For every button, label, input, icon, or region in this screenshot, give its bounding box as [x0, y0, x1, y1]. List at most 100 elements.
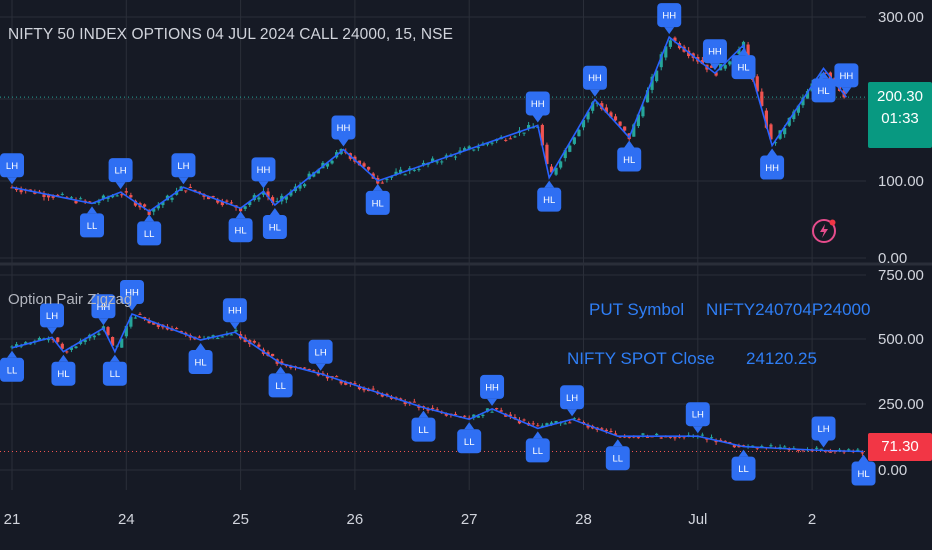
candle-body — [106, 327, 110, 336]
candle-body — [152, 321, 156, 325]
candle-body — [380, 182, 384, 184]
lightning-alert-icon[interactable] — [809, 216, 839, 246]
candle-body — [271, 197, 275, 203]
candle-body — [490, 142, 494, 144]
candle-body — [746, 44, 750, 60]
candle-body — [339, 380, 343, 384]
pivot-marker-label: LH — [46, 311, 58, 322]
candle-body — [129, 195, 133, 198]
pivot-marker: HH — [331, 115, 356, 147]
candle-body — [362, 163, 366, 167]
pivot-marker-label: LL — [464, 437, 475, 448]
candle-body — [184, 190, 188, 192]
pivot-marker-box — [40, 303, 65, 328]
candle-body — [577, 129, 581, 137]
candle-body — [741, 445, 746, 447]
candle-body — [239, 208, 243, 212]
candle-body — [577, 419, 581, 421]
pivot-marker-pointer — [532, 115, 543, 123]
pivot-marker-box — [851, 461, 876, 486]
candle-body — [554, 167, 558, 175]
pivot-marker: LL — [457, 422, 482, 454]
candle-body — [714, 72, 718, 76]
candle-body — [476, 416, 480, 418]
pivot-marker: HH — [222, 298, 247, 330]
pivot-marker-pointer — [87, 206, 98, 214]
candle-body — [463, 148, 467, 152]
pivot-marker-box — [702, 39, 727, 64]
candle-body — [700, 60, 704, 65]
pivot-marker: HL — [365, 183, 390, 215]
candle-body — [229, 334, 234, 336]
candle-body — [216, 199, 220, 203]
candle-body — [56, 337, 60, 342]
candle-body — [856, 449, 860, 451]
pivot-marker: HH — [120, 280, 145, 311]
pivot-marker-label: LL — [110, 369, 121, 380]
candle-body — [481, 414, 485, 417]
candle-body — [618, 121, 622, 126]
candle-body — [732, 444, 736, 448]
candle-body — [549, 422, 554, 425]
pivot-marker: LH — [171, 153, 196, 185]
candle-body — [243, 206, 247, 209]
candle-body — [120, 338, 124, 348]
pivot-marker-pointer — [624, 140, 635, 148]
candle-body — [357, 386, 362, 390]
pivot-marker: LL — [411, 410, 436, 442]
candle-body — [778, 447, 782, 449]
candle-body — [586, 424, 590, 428]
pivot-marker-box — [657, 3, 682, 28]
candle-body — [129, 316, 133, 327]
pivot-marker-label: HH — [662, 11, 676, 22]
candle-body — [545, 423, 549, 426]
pivot-marker: HH — [657, 3, 682, 35]
candle-body — [636, 437, 640, 439]
chart-title: NIFTY 50 INDEX OPTIONS 04 JUL 2024 CALL … — [8, 26, 454, 43]
candle-body — [211, 196, 215, 198]
pivot-marker-label: HH — [125, 288, 139, 299]
candle-body — [531, 423, 535, 425]
pivot-marker-pointer — [144, 214, 155, 222]
candle-body — [110, 337, 115, 346]
pivot-marker-pointer — [612, 439, 623, 447]
candle-body — [810, 450, 814, 452]
pivot-marker: HH — [760, 148, 785, 180]
pivot-marker-box — [171, 153, 196, 178]
pivot-marker: LL — [268, 366, 293, 398]
pivot-marker-label: HL — [235, 226, 247, 237]
candle-body — [581, 119, 586, 128]
zigzag-line — [11, 312, 864, 453]
pivot-marker: LH — [560, 385, 585, 417]
pivot-marker-pointer — [229, 322, 240, 330]
pivot-marker-pointer — [195, 343, 206, 350]
lower-zigzag-line — [11, 312, 864, 453]
candle-body — [623, 126, 627, 131]
candle-body — [527, 125, 531, 129]
candle-body — [225, 200, 229, 202]
candle-body — [431, 407, 435, 409]
pivot-marker-pointer — [767, 148, 778, 156]
pivot-marker-box — [480, 374, 505, 399]
candle-body — [14, 344, 19, 347]
pivot-marker-box — [188, 350, 213, 374]
pivot-marker-pointer — [315, 363, 326, 371]
pivot-marker: HH — [582, 65, 607, 97]
pivot-marker-box — [731, 55, 756, 80]
x-tick-label: 24 — [118, 511, 135, 528]
candle-body — [604, 107, 608, 113]
candle-body — [248, 201, 252, 206]
candle-body — [188, 186, 192, 188]
candle-body — [700, 434, 704, 436]
candle-body — [394, 171, 398, 175]
pivot-marker-label: HH — [765, 163, 779, 174]
x-tick-label: 21 — [4, 511, 21, 528]
candle-body — [540, 124, 544, 146]
candle-body — [504, 139, 508, 141]
candle-body — [284, 196, 288, 200]
pivot-marker-box — [51, 361, 76, 386]
candle-body — [330, 160, 334, 164]
pivot-marker-box — [251, 157, 276, 182]
candle-body — [609, 112, 613, 118]
